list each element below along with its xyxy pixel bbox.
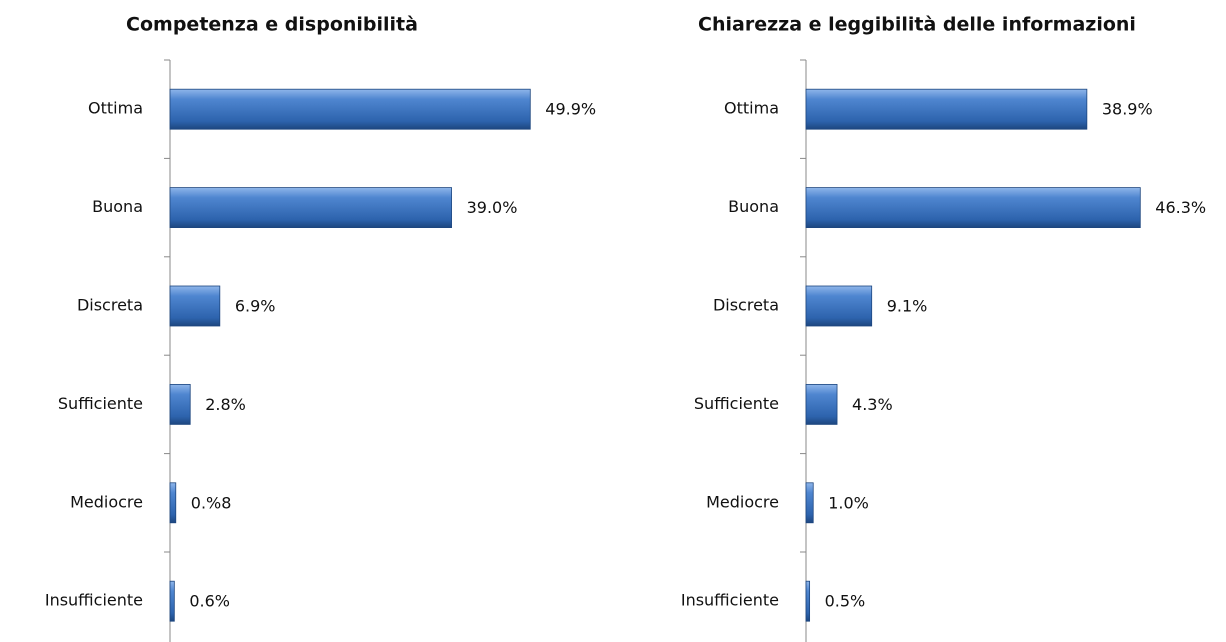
value-label: 4.3% <box>852 395 893 414</box>
bar <box>169 482 177 524</box>
category-label: Discreta <box>77 296 143 315</box>
value-label: 1.0% <box>828 493 869 512</box>
value-label: 0.6% <box>189 592 230 611</box>
category-label: Mediocre <box>706 492 779 511</box>
value-label: 2.8% <box>205 395 246 414</box>
value-label: 49.9% <box>545 100 596 119</box>
bar <box>169 383 191 425</box>
category-label: Sufficiente <box>694 394 779 413</box>
bar <box>805 187 1141 229</box>
value-label: 0.%8 <box>191 493 232 512</box>
category-label: Ottima <box>88 99 143 118</box>
bar <box>169 187 452 229</box>
value-label: 38.9% <box>1102 100 1153 119</box>
bar <box>805 88 1088 130</box>
category-label: Mediocre <box>70 492 143 511</box>
value-label: 6.9% <box>235 297 276 316</box>
category-label: Discreta <box>713 296 779 315</box>
category-label: Sufficiente <box>58 394 143 413</box>
bar <box>169 88 531 130</box>
category-label: Buona <box>728 197 779 216</box>
category-label: Buona <box>92 197 143 216</box>
bar <box>805 285 873 327</box>
value-label: 46.3% <box>1155 198 1206 217</box>
category-label: Insufficiente <box>45 591 143 610</box>
bar <box>805 383 838 425</box>
value-label: 0.5% <box>825 592 866 611</box>
chart-title: Chiarezza e leggibilità delle informazio… <box>698 14 1136 36</box>
value-label: 39.0% <box>467 198 518 217</box>
bar <box>805 580 811 622</box>
category-label: Ottima <box>724 99 779 118</box>
bar <box>805 482 814 524</box>
category-label: Insufficiente <box>681 591 779 610</box>
chart-title: Competenza e disponibilità <box>126 14 418 36</box>
bar <box>169 580 175 622</box>
value-label: 9.1% <box>887 297 928 316</box>
bar <box>169 285 221 327</box>
